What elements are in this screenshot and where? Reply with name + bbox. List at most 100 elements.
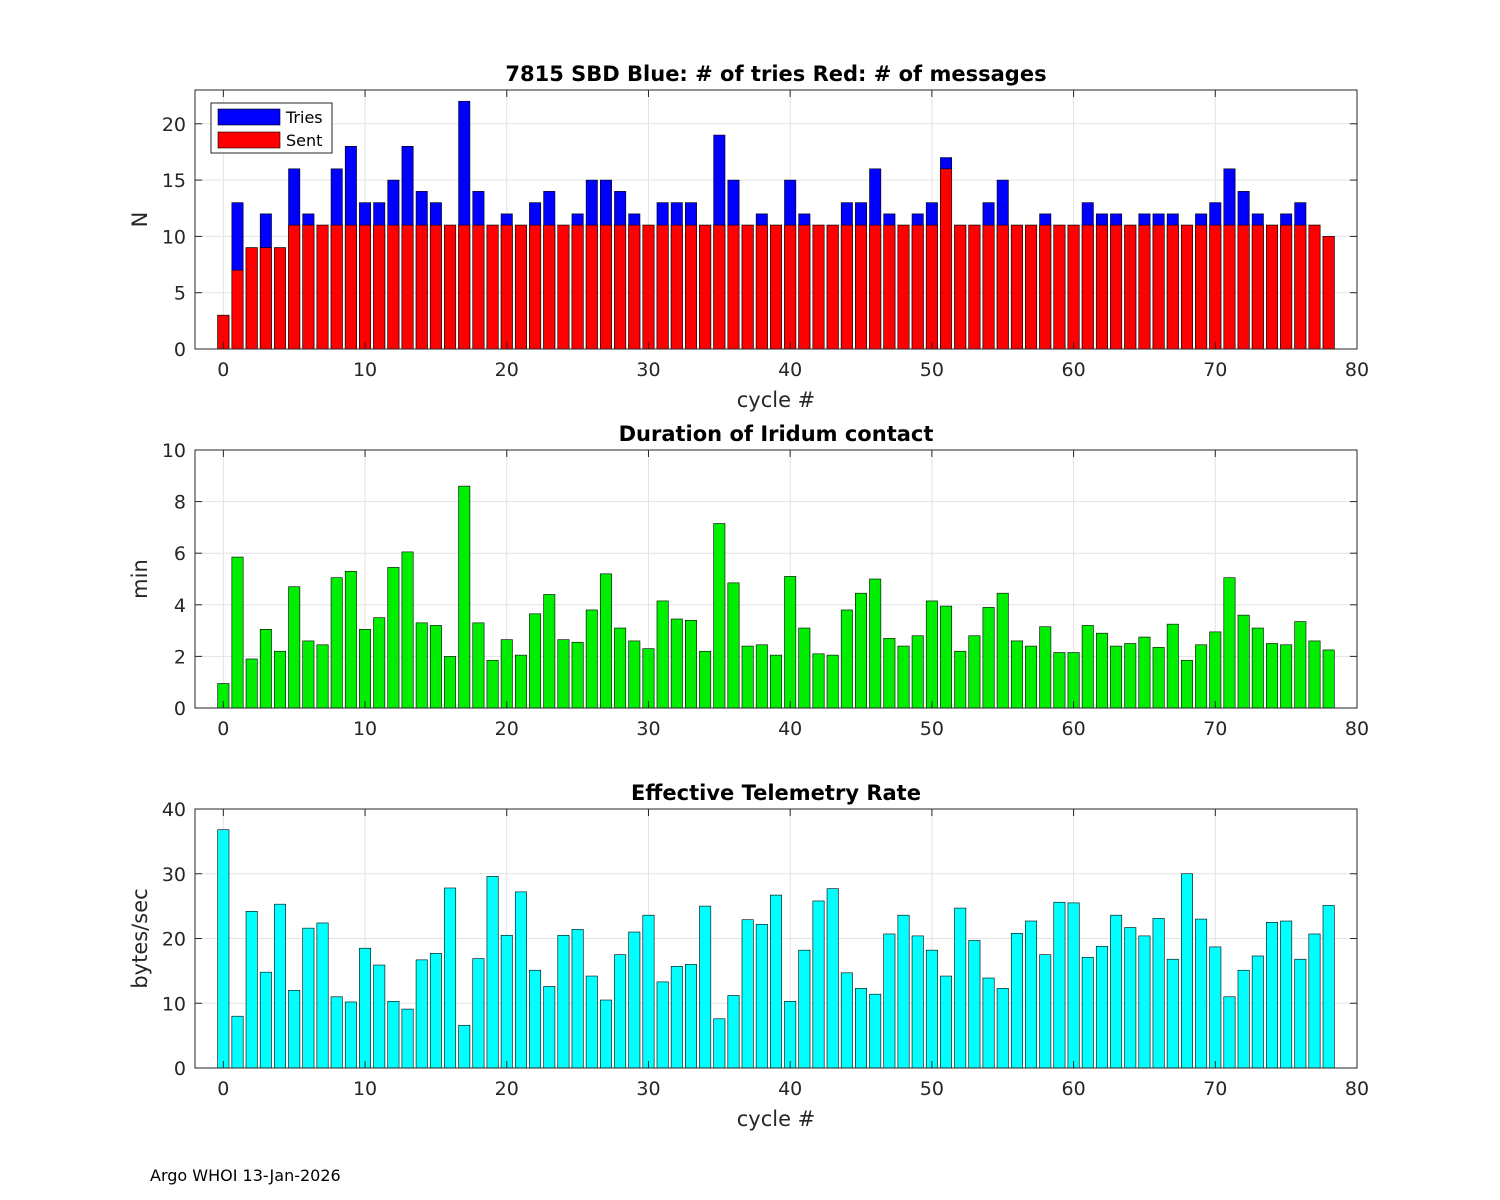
chart2-bar-duration-43 (826, 654, 839, 709)
chart3-bar-rate-47 (883, 933, 896, 1069)
chart2-bar-duration-15 (429, 625, 442, 709)
chart2-bar-duration-51 (940, 605, 953, 709)
chart1-xtick-label: 20 (495, 359, 519, 381)
chart3-bar-rate-76 (1294, 958, 1307, 1069)
chart1-legend-swatch-tries (217, 108, 281, 126)
chart3-bar-rate-64 (1124, 927, 1137, 1069)
chart1-bar-sent-45 (855, 224, 867, 350)
chart3-bar-rate-72 (1237, 969, 1250, 1069)
chart2-bar-duration-19 (486, 659, 499, 709)
chart3-bar-rate-55 (996, 988, 1009, 1069)
chart3-bar-rate-29 (628, 931, 641, 1069)
chart3-bar-rate-46 (869, 993, 882, 1069)
chart3-bar-rate-23 (543, 986, 556, 1069)
chart3-bar-rate-6 (302, 927, 315, 1069)
chart3-bar-rate-61 (1081, 956, 1094, 1069)
chart1-bar-sent-69 (1195, 224, 1208, 350)
chart1-bar-sent-77 (1308, 224, 1321, 350)
chart2-bar-duration-5 (288, 586, 301, 709)
chart2-bar-duration-49 (911, 635, 924, 709)
chart2-bar-duration-18 (472, 622, 485, 709)
chart1-bar-sent-50 (925, 224, 938, 350)
chart1-ytick-label: 10 (162, 226, 186, 248)
chart2-bar-duration-55 (996, 592, 1009, 709)
chart3-bar-rate-17 (458, 1024, 471, 1069)
chart3-bar-rate-77 (1308, 933, 1321, 1069)
chart2-bar-duration-78 (1322, 649, 1335, 709)
chart1-bar-sent-30 (642, 224, 655, 350)
chart3-bar-rate-51 (940, 975, 953, 1069)
chart3-bar-rate-39 (770, 894, 782, 1069)
chart2-bar-duration-37 (741, 645, 754, 709)
chart2-bar-duration-24 (557, 639, 570, 709)
chart3-bar-rate-41 (798, 949, 811, 1069)
chart1-bar-sent-53 (968, 224, 981, 350)
chart3-bar-rate-70 (1209, 946, 1222, 1069)
chart1-bar-sent-75 (1280, 224, 1293, 350)
chart1-bar-sent-71 (1223, 224, 1236, 350)
chart2-bar-duration-47 (883, 638, 896, 709)
chart2-xtick-label: 20 (495, 718, 519, 740)
chart3-bar-rate-75 (1280, 920, 1293, 1069)
chart3-bar-rate-71 (1223, 996, 1236, 1069)
chart1-bar-sent-70 (1209, 224, 1222, 350)
chart1-bar-sent-40 (784, 224, 797, 350)
chart3-ytick-label: 40 (162, 799, 186, 821)
chart3-xtick-label: 60 (1061, 1078, 1085, 1100)
chart2-bar-duration-58 (1039, 626, 1052, 709)
chart2-bar-duration-67 (1166, 623, 1179, 709)
chart2-bar-duration-33 (685, 619, 697, 709)
chart2-bar-duration-31 (656, 600, 669, 709)
chart1-xtick-label: 10 (353, 359, 377, 381)
chart3-bar-rate-7 (316, 922, 329, 1069)
chart3-bar-rate-43 (826, 888, 839, 1069)
chart1-bar-sent-3 (259, 247, 272, 350)
chart3-bar-rate-16 (444, 887, 457, 1069)
chart1-title: 7815 SBD Blue: # of tries Red: # of mess… (505, 62, 1046, 86)
chart3-bar-rate-28 (614, 954, 627, 1069)
chart1-bar-sent-1 (231, 269, 244, 350)
chart1-bar-sent-7 (316, 224, 329, 350)
chart2-xtick-label: 50 (920, 718, 944, 740)
chart3-bar-rate-45 (855, 988, 867, 1069)
chart1-bar-sent-43 (826, 224, 839, 350)
chart2-bar-duration-62 (1095, 632, 1108, 709)
chart1-bar-sent-12 (387, 224, 400, 350)
chart1-bar-sent-38 (755, 224, 768, 350)
chart1-bar-sent-8 (330, 224, 343, 350)
chart2-bar-duration-16 (444, 656, 457, 709)
chart2-bar-duration-38 (755, 644, 768, 709)
chart1-bar-sent-23 (543, 224, 556, 350)
chart3-bar-rate-14 (415, 959, 428, 1069)
chart1-bar-sent-72 (1237, 224, 1250, 350)
chart2-bar-duration-12 (387, 567, 400, 709)
chart3-title: Effective Telemetry Rate (631, 781, 921, 805)
chart2-ytick-label: 8 (174, 492, 186, 514)
chart1-xtick-label: 60 (1061, 359, 1085, 381)
chart3-bar-rate-21 (514, 891, 527, 1069)
chart3-bar-rate-60 (1067, 902, 1080, 1069)
chart1-xlabel: cycle # (737, 388, 816, 412)
chart2-xtick-label: 80 (1345, 718, 1369, 740)
chart2-xtick-label: 0 (217, 718, 229, 740)
chart2-bar-duration-10 (359, 629, 372, 709)
chart2-bar-duration-17 (458, 485, 471, 709)
chart3-ylabel: bytes/sec (128, 888, 152, 988)
chart1-bar-sent-67 (1166, 224, 1179, 350)
chart3-bar-rate-31 (656, 981, 669, 1069)
chart2-bar-duration-13 (401, 551, 414, 709)
chart1-bar-sent-33 (685, 224, 697, 350)
chart3-bar-rate-42 (812, 900, 825, 1069)
chart2-bar-duration-39 (770, 654, 782, 709)
chart2-bar-duration-54 (982, 607, 995, 709)
chart2-bar-duration-32 (670, 618, 683, 709)
chart2-bar-duration-25 (571, 641, 584, 709)
chart2-xtick-label: 30 (636, 718, 660, 740)
chart2-bar-duration-63 (1110, 645, 1123, 709)
chart2-bar-duration-26 (585, 609, 598, 709)
chart1-legend-label-sent: Sent (286, 131, 322, 150)
chart3-bar-rate-68 (1180, 873, 1193, 1069)
chart3-bar-rate-20 (500, 934, 513, 1069)
chart2-bar-duration-11 (373, 617, 386, 709)
chart2-bar-duration-29 (628, 640, 641, 709)
